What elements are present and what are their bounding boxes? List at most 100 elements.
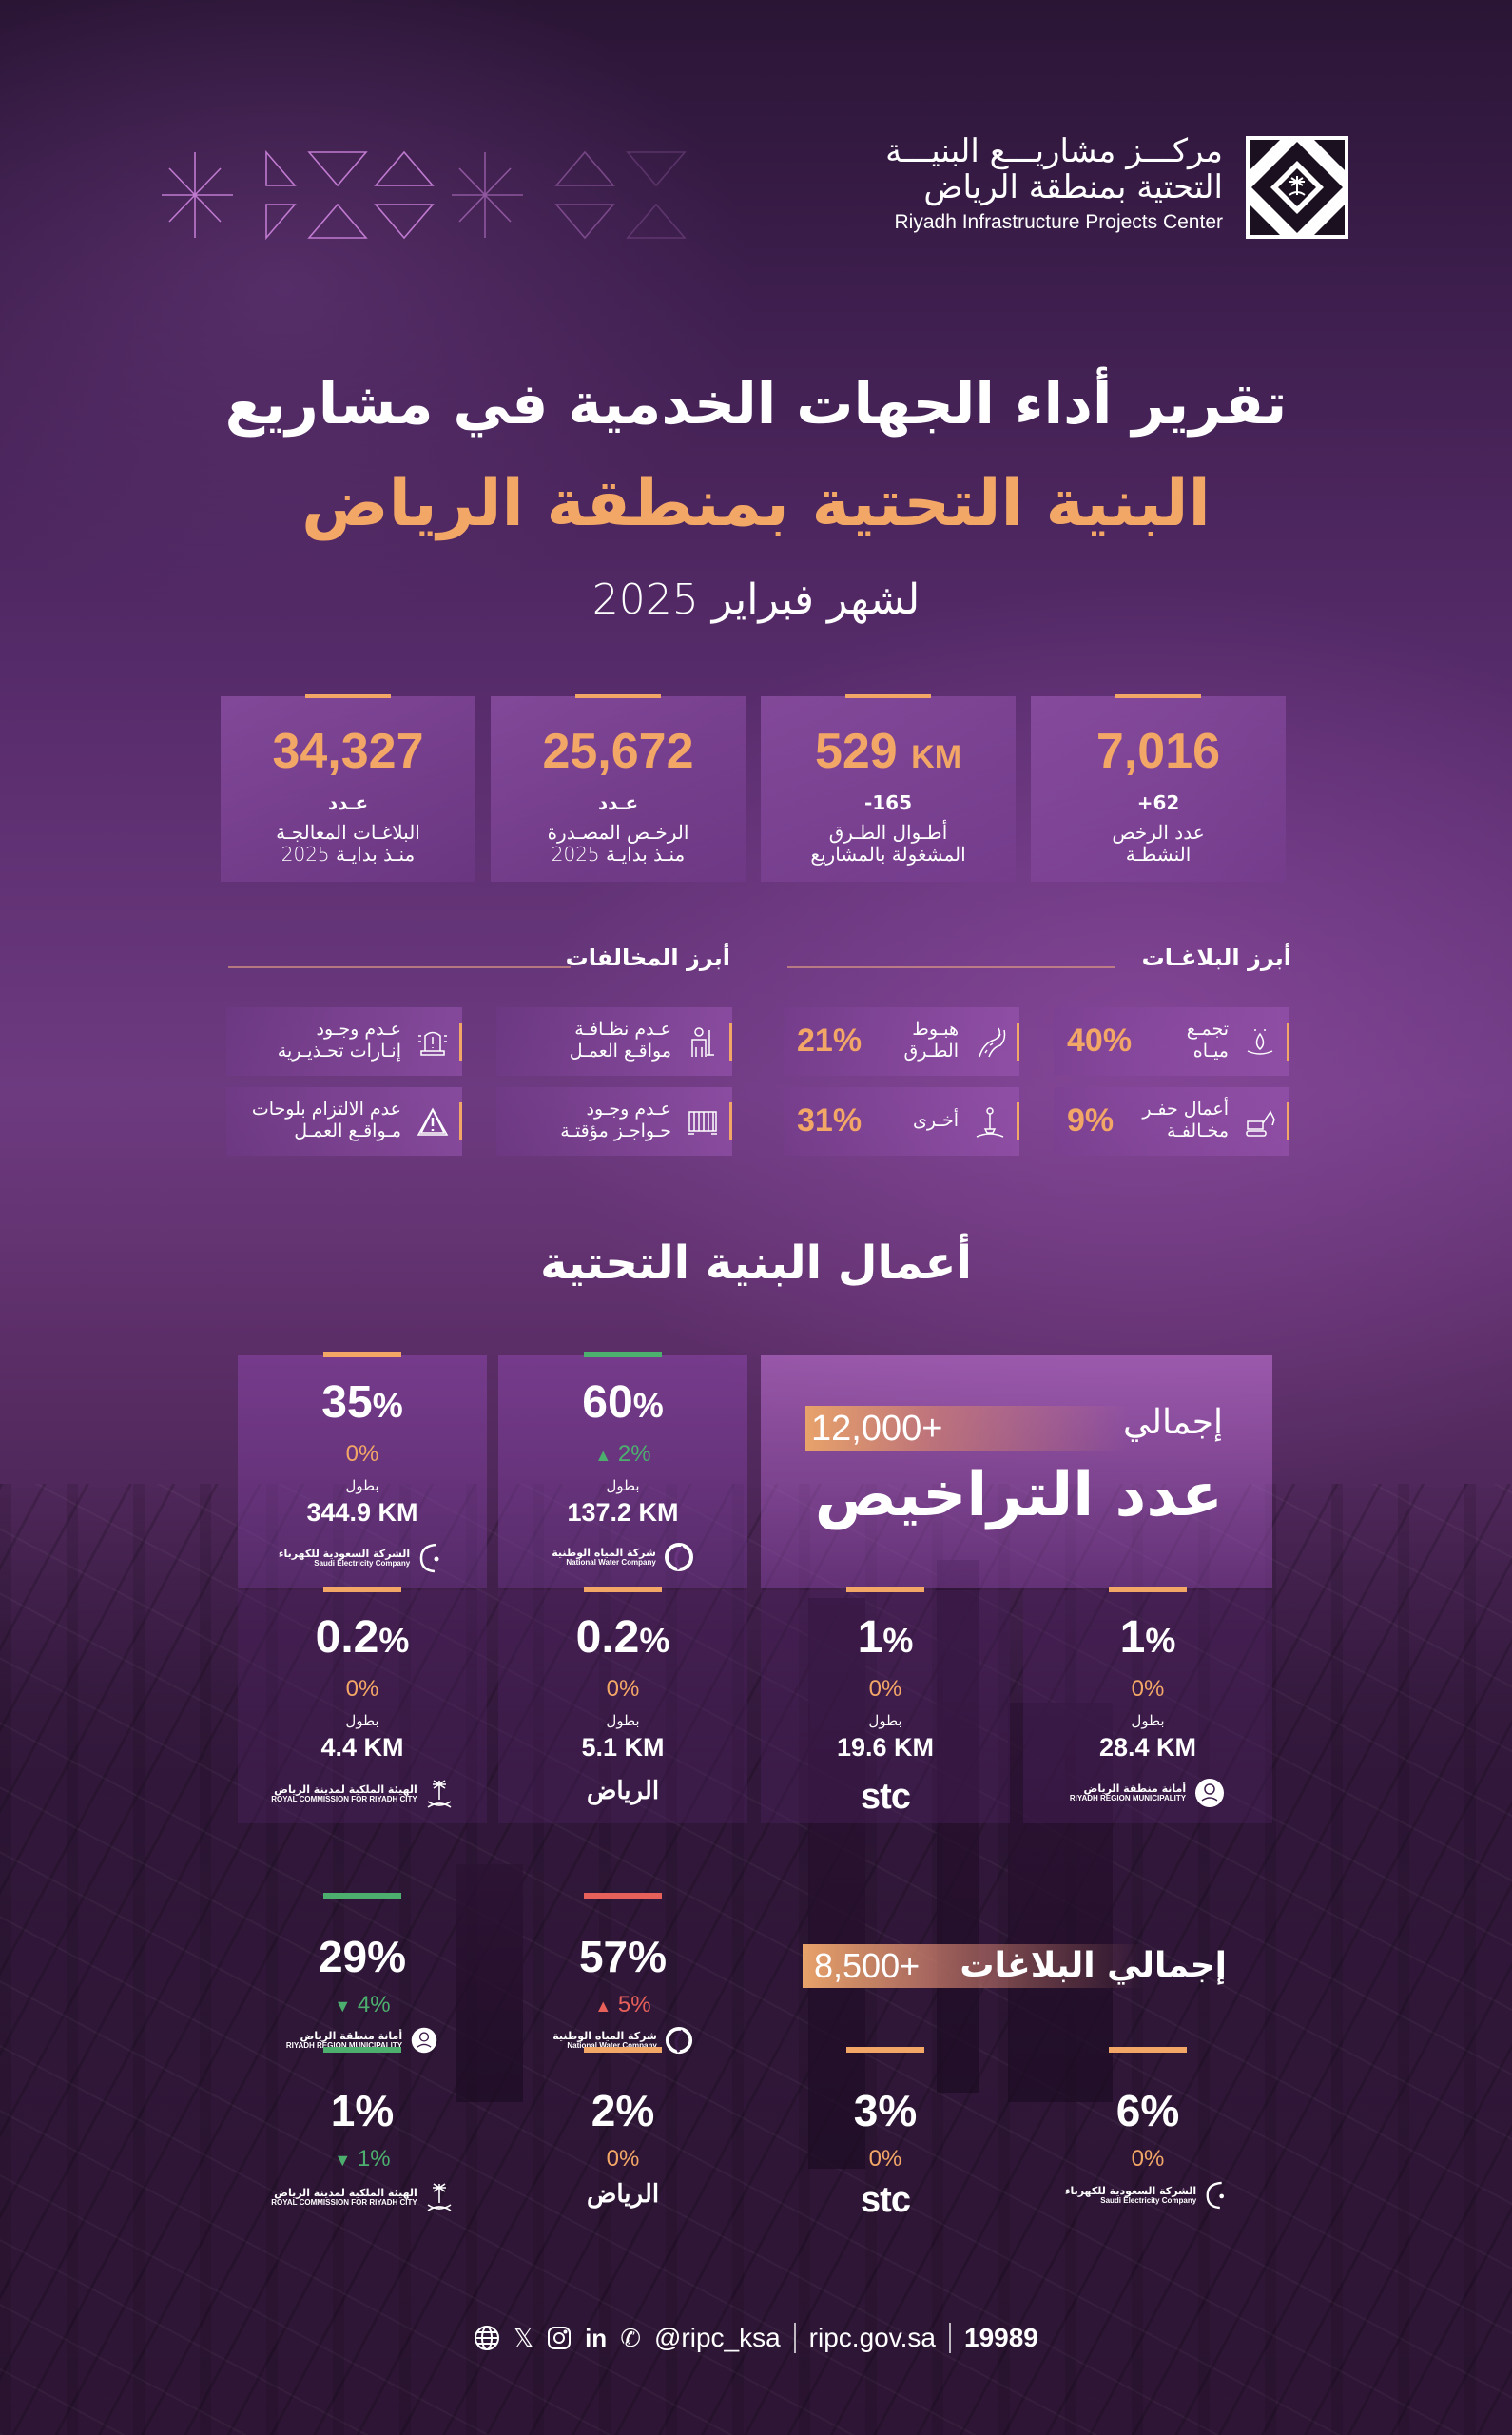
status-bar <box>584 1893 662 1899</box>
status-bar <box>584 1352 662 1357</box>
license-pct: 1% <box>1119 1612 1176 1663</box>
report-text: أعمال حفـر مخـالفـة <box>1142 1099 1229 1141</box>
report-card-rcrc: 1% ▼ 1% الهيئة الملكية لمدينة الرياض ROYA… <box>238 2047 487 2237</box>
accent-bar <box>575 694 661 698</box>
license-change: 0% <box>868 1676 902 1702</box>
nwc-logo-icon <box>664 1543 693 1571</box>
tower-silhouette <box>1008 1703 1113 2102</box>
tower-silhouette <box>456 1864 523 2102</box>
stat-value: 34,327 <box>272 724 424 779</box>
length-label: بطول <box>345 1712 379 1729</box>
license-card-rcrc: 0.2% 0% بطول 4.4 KM الهيئة الملكية لمدين… <box>238 1587 487 1823</box>
stat-card-issued-licenses: 25,672 عـدد الرخـص المصـدرة منـذ بدايـة 2… <box>491 694 746 882</box>
license-pct: 1% <box>857 1612 914 1663</box>
org-logo-rcrc: الهيئة الملكية لمدينة الرياض ROYAL COMMIS… <box>238 1777 487 1811</box>
phone-number[interactable]: 19989 <box>964 2323 1038 2352</box>
report-pct: 29% <box>318 1932 407 1981</box>
report-change: 0% <box>606 2146 640 2172</box>
footer: 𝕏 in ✆ @ripc_ksa ripc.gov.sa 19989 <box>0 2323 1512 2353</box>
accent-bar <box>1115 694 1201 698</box>
org-logo-stc: stc <box>861 2180 911 2220</box>
report-item: هبـوط الطـرق 21% <box>784 1007 1019 1076</box>
license-pct: 0.2% <box>315 1612 410 1663</box>
org-logo-rcrc: الهيئة الملكية لمدينة الرياض ROYAL COMMIS… <box>238 2180 487 2214</box>
warning-beacon-icon <box>418 1031 447 1056</box>
stat-value: 7,016 <box>1095 724 1221 779</box>
stat-sub: +62 <box>1136 791 1180 814</box>
report-pct: 6% <box>1115 2086 1180 2135</box>
stat-card-road-lengths: 529 KM -165 أطـوال الطـرق المشغولة بالمشا… <box>761 694 1016 882</box>
org-logo-nwc: شركة المياه الوطنية National Water Compan… <box>498 2026 747 2055</box>
licenses-total-box: 12,000+ إجمالي عدد التراخيص <box>761 1355 1272 1588</box>
report-change: ▼ 1% <box>334 2146 391 2172</box>
license-length: 4.4 KM <box>320 1733 404 1762</box>
triangle-up-icon: ▲ <box>594 1997 612 2016</box>
status-bar <box>323 2047 401 2053</box>
org-logo-sec: الشركة السعودية للكهرباء Saudi Electricit… <box>238 1542 487 1574</box>
accent-bar <box>305 694 391 698</box>
license-card-riyadh: 0.2% 0% بطول 5.1 KM الرياض <box>498 1587 747 1823</box>
org-logo-amana: أمانة منطقة الرياض RIYADH REGION MUNICIPA… <box>1023 1777 1272 1809</box>
licenses-total-value: 12,000+ <box>805 1406 1129 1451</box>
violation-text: عـدم وجـود حـواجـز مؤقتـة <box>560 1099 671 1141</box>
decorative-pattern-icon <box>162 149 687 241</box>
license-change: 0% <box>606 1676 640 1702</box>
stat-label: أطـوال الطـرق المشغولة بالمشاريع <box>810 821 966 866</box>
amana-emblem-icon <box>1195 1779 1225 1807</box>
social-handle[interactable]: @ripc_ksa <box>653 2323 781 2352</box>
cleaning-worker-icon <box>691 1027 714 1057</box>
linkedin-icon[interactable]: in <box>585 2323 608 2352</box>
length-label: بطول <box>345 1477 379 1494</box>
report-percentage: 40% <box>1067 1023 1133 1059</box>
org-logo-stc: stc <box>861 1777 911 1817</box>
reports-heading: أبرز البلاغـات <box>1141 945 1291 971</box>
license-pct: 0.2% <box>575 1612 670 1663</box>
stat-sub: عـدد <box>597 791 639 814</box>
violation-text: عدم الالتزام بلوحات مـواقـع العمـل <box>251 1099 401 1141</box>
excavator-icon <box>1246 1110 1275 1137</box>
instagram-icon[interactable] <box>547 2326 572 2350</box>
triangle-up-icon: ▲ <box>594 1446 612 1465</box>
road-icon <box>979 1027 1006 1058</box>
length-label: بطول <box>868 1712 902 1729</box>
license-change: 0% <box>1131 1676 1165 1702</box>
stat-sub: -165 <box>863 791 913 814</box>
shovel-icon <box>976 1107 1004 1138</box>
stat-sub: عـدد <box>327 791 369 814</box>
org-name-ar-line2: التحتية بمنطقة الرياض <box>923 168 1223 207</box>
report-item: أعمال حفـر مخـالفـة 9% <box>1054 1087 1289 1156</box>
license-card-stc: 1% 0% بطول 19.6 KM stc <box>761 1587 1010 1823</box>
city-background <box>0 1484 1512 2435</box>
status-bar <box>323 1893 401 1899</box>
violation-item: عـدم وجـود حـواجـز مؤقتـة <box>496 1087 732 1156</box>
triangle-down-icon: ▼ <box>334 1997 352 2016</box>
globe-icon[interactable] <box>474 2325 500 2351</box>
org-name-ar-line1: مركـــز مشاريـــع البنيـــة <box>885 132 1223 170</box>
report-text: تجمـع ميـاه <box>1186 1019 1229 1062</box>
tower-silhouette <box>808 1598 865 2169</box>
reports-total-value: 8,500+ <box>803 1944 1145 1988</box>
accent-bar <box>729 1102 732 1140</box>
status-bar <box>1109 2047 1187 2053</box>
sec-logo-icon <box>419 1543 439 1573</box>
org-logo-nwc: شركة المياه الوطنية National Water Compan… <box>498 1542 747 1572</box>
org-name: مركـــز مشاريـــع البنيـــة التحتية بمنط… <box>885 133 1223 234</box>
x-twitter-icon[interactable]: 𝕏 <box>514 2323 534 2352</box>
amana-emblem-icon <box>411 2027 437 2054</box>
violation-item: عـدم وجـود إنـارات تحـذيـرية <box>226 1007 462 1076</box>
tower-silhouette <box>937 1560 979 2093</box>
license-length: 5.1 KM <box>581 1733 665 1762</box>
divider <box>949 2323 951 2353</box>
stat-label: عدد الرخص النشطـة <box>1112 821 1205 866</box>
website-link[interactable]: ripc.gov.sa <box>808 2323 936 2352</box>
accent-bar <box>729 1023 732 1061</box>
status-bar <box>584 1587 662 1592</box>
status-bar <box>846 1587 924 1592</box>
license-card-nwc: 60% ▲ 2% بطول 137.2 KM شركة المياه الوطن… <box>498 1352 747 1588</box>
page-subtitle: لشهر فبراير 2025 <box>591 575 921 624</box>
stat-value: 529 KM <box>814 724 962 779</box>
status-bar <box>323 1587 401 1592</box>
stat-card-processed-reports: 34,327 عـدد البلاغـات المعالجـة منـذ بداي… <box>221 694 475 882</box>
org-logo-riyadh: الرياض <box>586 2180 660 2209</box>
license-pct: 35% <box>321 1377 403 1428</box>
